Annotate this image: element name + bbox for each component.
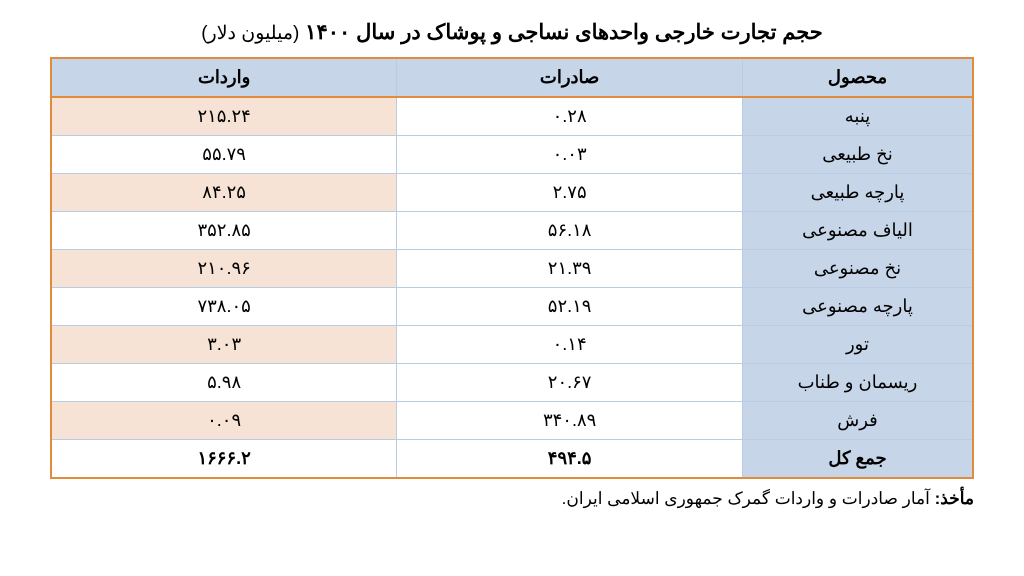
source-line: مأخذ: آمار صادرات و واردات گمرک جمهوری ا… [50,489,974,509]
table-title: حجم تجارت خارجی واحدهای نساجی و پوشاک در… [50,20,974,45]
total-row: جمع کل۴۹۴.۵۱۶۶۶.۲ [51,440,973,479]
imports-cell: ۰.۰۹ [51,402,397,440]
table-row: نخ طبیعی۰.۰۳۵۵.۷۹ [51,136,973,174]
total-imports: ۱۶۶۶.۲ [51,440,397,479]
table-row: پنبه۰.۲۸۲۱۵.۲۴ [51,97,973,136]
table-row: الیاف مصنوعی۵۶.۱۸۳۵۲.۸۵ [51,212,973,250]
source-label: مأخذ: [935,489,974,508]
header-row: محصول صادرات واردات [51,58,973,97]
exports-cell: ۲.۷۵ [397,174,743,212]
table-row: ریسمان و طناب۲۰.۶۷۵.۹۸ [51,364,973,402]
product-cell: پنبه [743,97,974,136]
total-label: جمع کل [743,440,974,479]
product-cell: نخ مصنوعی [743,250,974,288]
imports-cell: ۵.۹۸ [51,364,397,402]
imports-cell: ۵۵.۷۹ [51,136,397,174]
title-main: حجم تجارت خارجی واحدهای نساجی و پوشاک در… [305,21,823,44]
product-cell: نخ طبیعی [743,136,974,174]
col-header-exports: صادرات [397,58,743,97]
exports-cell: ۲۰.۶۷ [397,364,743,402]
col-header-imports: واردات [51,58,397,97]
table-row: پارچه طبیعی۲.۷۵۸۴.۲۵ [51,174,973,212]
product-cell: تور [743,326,974,364]
table-row: تور۰.۱۴۳.۰۳ [51,326,973,364]
total-exports: ۴۹۴.۵ [397,440,743,479]
imports-cell: ۳.۰۳ [51,326,397,364]
exports-cell: ۵۶.۱۸ [397,212,743,250]
col-header-product: محصول [743,58,974,97]
exports-cell: ۳۴۰.۸۹ [397,402,743,440]
exports-cell: ۰.۰۳ [397,136,743,174]
imports-cell: ۲۱۵.۲۴ [51,97,397,136]
title-unit: (میلیون دلار) [201,23,299,44]
product-cell: ریسمان و طناب [743,364,974,402]
source-text: آمار صادرات و واردات گمرک جمهوری اسلامی … [562,489,930,508]
trade-table: محصول صادرات واردات پنبه۰.۲۸۲۱۵.۲۴نخ طبی… [50,57,974,479]
imports-cell: ۲۱۰.۹۶ [51,250,397,288]
exports-cell: ۵۲.۱۹ [397,288,743,326]
imports-cell: ۳۵۲.۸۵ [51,212,397,250]
table-row: فرش۳۴۰.۸۹۰.۰۹ [51,402,973,440]
imports-cell: ۸۴.۲۵ [51,174,397,212]
imports-cell: ۷۳۸.۰۵ [51,288,397,326]
exports-cell: ۰.۲۸ [397,97,743,136]
table-row: نخ مصنوعی۲۱.۳۹۲۱۰.۹۶ [51,250,973,288]
exports-cell: ۰.۱۴ [397,326,743,364]
product-cell: پارچه طبیعی [743,174,974,212]
table-row: پارچه مصنوعی۵۲.۱۹۷۳۸.۰۵ [51,288,973,326]
product-cell: فرش [743,402,974,440]
product-cell: الیاف مصنوعی [743,212,974,250]
exports-cell: ۲۱.۳۹ [397,250,743,288]
product-cell: پارچه مصنوعی [743,288,974,326]
